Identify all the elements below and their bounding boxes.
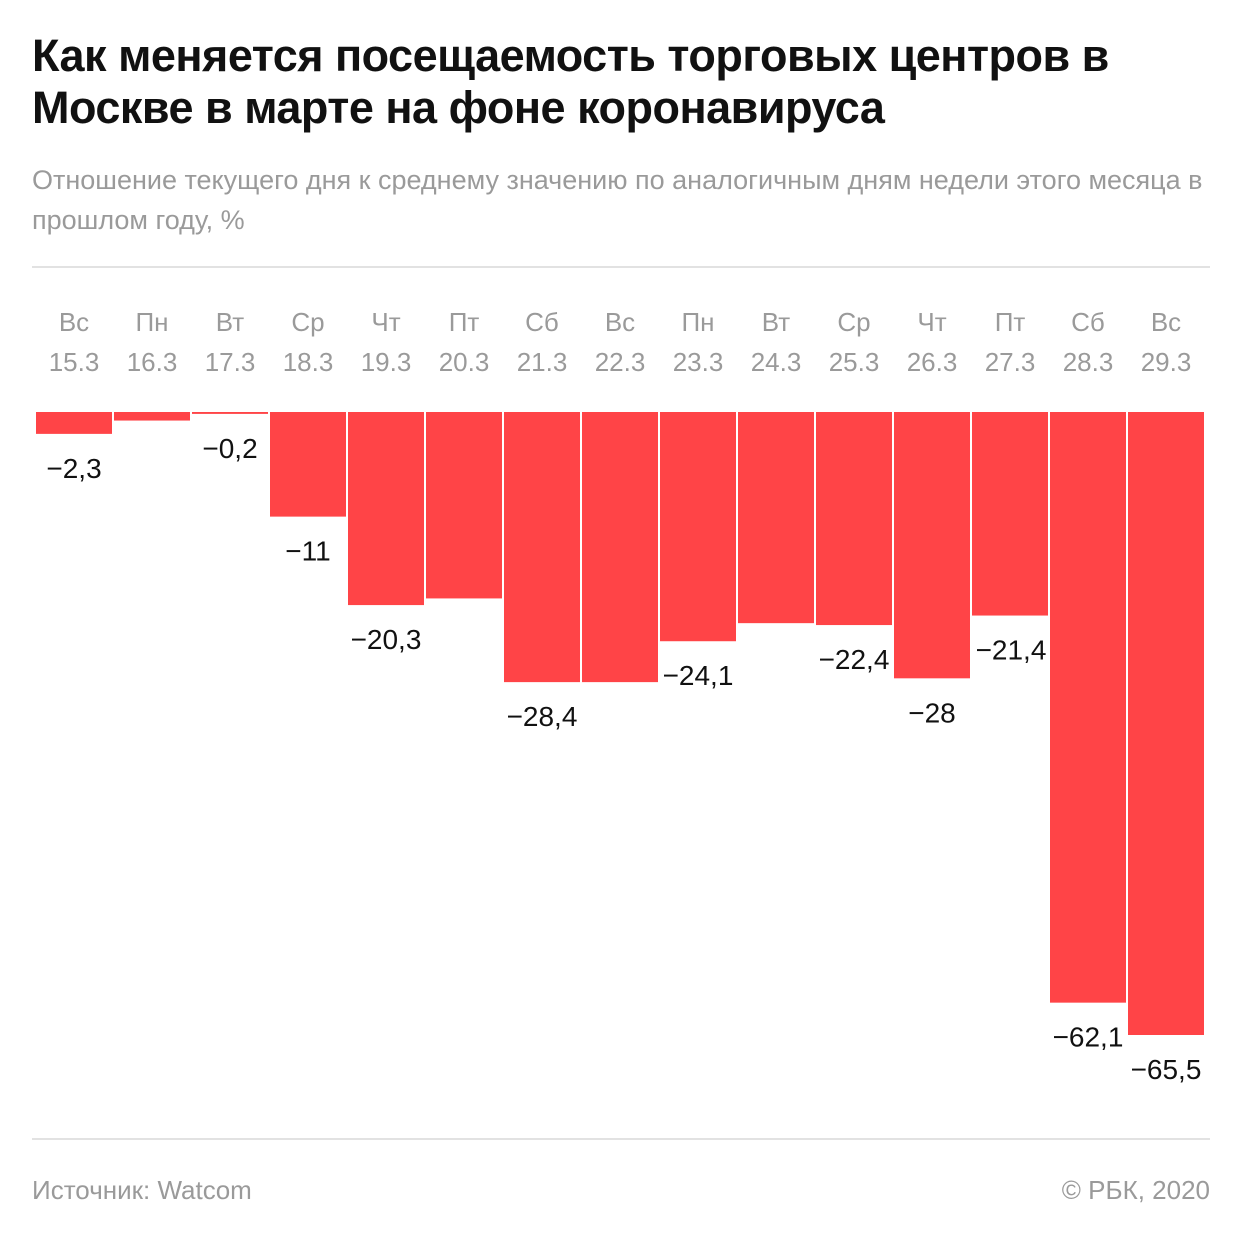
weekday-label: Вт [216,307,244,337]
value-label: −65,5 [1131,1054,1202,1085]
weekday-label: Сб [1071,307,1105,337]
date-label: 29.3 [1141,347,1192,377]
value-label: −28 [908,697,956,728]
date-label: 24.3 [751,347,802,377]
weekday-label: Вс [605,307,635,337]
weekday-label: Сб [525,307,559,337]
source-note: Источник: Watcom [32,1175,252,1205]
weekday-label: Пт [995,307,1026,337]
date-label: 25.3 [829,347,880,377]
value-label: −2,3 [46,453,101,484]
bar-17.3 [192,412,268,414]
date-label: 26.3 [907,347,958,377]
weekday-label: Пн [135,307,168,337]
value-label: −62,1 [1053,1022,1124,1053]
date-label: 17.3 [205,347,256,377]
date-label: 21.3 [517,347,568,377]
copyright: © РБК, 2020 [1061,1175,1210,1205]
weekday-label: Вс [59,307,89,337]
value-label: −20,3 [351,624,422,655]
bar-26.3 [894,412,970,679]
date-label: 19.3 [361,347,412,377]
bar-22.3 [582,412,658,683]
bar-27.3 [972,412,1048,616]
value-label: −0,2 [202,433,257,464]
bar-19.3 [348,412,424,606]
bar-28.3 [1050,412,1126,1003]
value-label: −24,1 [663,660,734,691]
value-label: −22,4 [819,644,890,675]
weekday-label: Пт [449,307,480,337]
bar-18.3 [270,412,346,517]
bar-23.3 [660,412,736,642]
bar-24.3 [738,412,814,624]
date-label: 23.3 [673,347,724,377]
chart-subtitle: Отношение текущего дня к среднему значен… [32,165,1203,235]
date-label: 16.3 [127,347,178,377]
chart-title: Как меняется посещаемость торговых центр… [32,30,1109,133]
date-label: 20.3 [439,347,490,377]
bar-29.3 [1128,412,1204,1035]
weekday-label: Чт [371,307,400,337]
date-label: 18.3 [283,347,334,377]
weekday-label: Вт [762,307,790,337]
bar-20.3 [426,412,502,599]
date-label: 22.3 [595,347,646,377]
date-label: 15.3 [49,347,100,377]
weekday-label: Ср [291,307,324,337]
date-label: 28.3 [1063,347,1114,377]
value-label: −21,4 [976,635,1047,666]
bar-25.3 [816,412,892,626]
weekday-label: Чт [917,307,946,337]
weekday-label: Ср [837,307,870,337]
weekday-label: Вс [1151,307,1181,337]
value-label: −11 [285,536,330,567]
value-label: −28,4 [507,701,578,732]
bottom-divider [32,1138,1210,1140]
bar-15.3 [36,412,112,434]
bar-16.3 [114,412,190,421]
date-label: 27.3 [985,347,1036,377]
weekday-label: Пн [681,307,714,337]
top-divider [32,266,1210,268]
bar-21.3 [504,412,580,683]
